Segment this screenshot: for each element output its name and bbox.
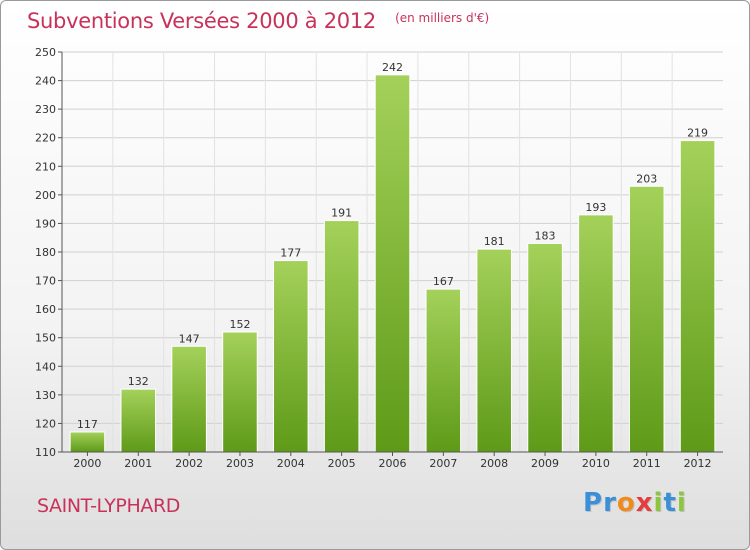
x-tick-label: 2004 (277, 457, 305, 470)
bar-group: 132 (120, 375, 157, 453)
bar-group: 203 (628, 172, 665, 453)
bar-group: 183 (527, 229, 563, 453)
bar-group: 177 (273, 247, 309, 453)
bar-group: 242 (374, 61, 411, 453)
bar-2012[interactable] (679, 140, 716, 453)
bar-2010[interactable] (578, 214, 614, 453)
logo-letter: o (616, 488, 636, 518)
y-tick-label: 210 (35, 160, 56, 173)
logo-letter: t (663, 488, 677, 518)
x-tick-label: 2012 (684, 457, 712, 470)
bar-value-label: 193 (585, 201, 606, 214)
chart-subtitle: (en milliers d'€) (395, 11, 490, 25)
bar-2007[interactable] (425, 288, 462, 453)
bar-group: 181 (476, 235, 512, 453)
bar-2009[interactable] (527, 242, 563, 453)
y-tick-label: 250 (35, 46, 56, 59)
bar-value-label: 152 (229, 318, 250, 331)
bar-value-label: 181 (484, 235, 505, 248)
bar-group: 167 (425, 275, 462, 453)
y-tick-label: 180 (35, 246, 56, 259)
bar-2000[interactable] (69, 431, 106, 453)
bar-value-label: 191 (331, 207, 352, 220)
x-tick-label: 2008 (480, 457, 508, 470)
y-tick-label: 120 (35, 417, 56, 430)
bar-2001[interactable] (120, 388, 157, 453)
logo-letter: P (583, 488, 604, 518)
bars: 117 132 147 152 177 191 242 167 181 183 193 203 219 (69, 61, 716, 453)
bar-value-label: 242 (382, 61, 403, 74)
bar-value-label: 177 (280, 247, 301, 260)
y-tick-label: 220 (35, 132, 56, 145)
bar-value-label: 167 (433, 275, 454, 288)
y-tick-label: 130 (35, 389, 56, 402)
place-name: SAINT-LYPHARD (37, 495, 180, 517)
bar-2011[interactable] (628, 185, 665, 453)
x-tick-label: 2006 (379, 457, 407, 470)
bar-value-label: 117 (77, 418, 98, 431)
bar-2005[interactable] (323, 220, 360, 453)
bar-2004[interactable] (273, 260, 309, 453)
x-tick-label: 2007 (429, 457, 457, 470)
logo-letter: r (603, 488, 617, 518)
x-tick-label: 2003 (226, 457, 254, 470)
chart-title: Subventions Versées 2000 à 2012 (27, 9, 376, 33)
axes: 110 120 130 140 150 160 170 180 190 200 210 220 230 2… (35, 46, 723, 470)
bar-2006[interactable] (374, 74, 411, 453)
x-tick-label: 2002 (175, 457, 203, 470)
y-tick-label: 140 (35, 360, 56, 373)
logo-letter: i (676, 488, 687, 518)
logo-letter: x (635, 488, 654, 518)
x-tick-label: 2009 (531, 457, 559, 470)
x-tick-label: 2005 (328, 457, 356, 470)
logo-letter: i (653, 488, 664, 518)
x-tick-label: 2010 (582, 457, 610, 470)
bar-2002[interactable] (171, 345, 207, 453)
x-tick-label: 2011 (633, 457, 661, 470)
bar-group: 193 (578, 201, 614, 453)
bar-value-label: 132 (128, 375, 149, 388)
y-tick-label: 150 (35, 332, 56, 345)
bar-value-label: 147 (179, 332, 200, 345)
proxiti-logo[interactable]: Proxiti (583, 488, 687, 518)
bar-group: 117 (69, 418, 106, 453)
bar-group: 219 (679, 127, 716, 453)
y-tick-label: 230 (35, 103, 56, 116)
bar-group: 147 (171, 332, 207, 453)
y-tick-label: 170 (35, 275, 56, 288)
y-tick-label: 190 (35, 217, 56, 230)
y-tick-label: 240 (35, 75, 56, 88)
bar-value-label: 219 (687, 127, 708, 140)
y-tick-label: 110 (35, 446, 56, 459)
x-tick-label: 2000 (73, 457, 101, 470)
bar-value-label: 183 (535, 229, 556, 242)
title-row: Subventions Versées 2000 à 2012 (en mill… (27, 9, 489, 33)
bar-2003[interactable] (222, 331, 258, 453)
bar-group: 152 (222, 318, 258, 453)
bar-group: 191 (323, 207, 360, 453)
bar-value-label: 203 (636, 172, 657, 185)
bar-2008[interactable] (476, 248, 512, 453)
y-tick-label: 200 (35, 189, 56, 202)
x-tick-label: 2001 (124, 457, 152, 470)
y-tick-label: 160 (35, 303, 56, 316)
